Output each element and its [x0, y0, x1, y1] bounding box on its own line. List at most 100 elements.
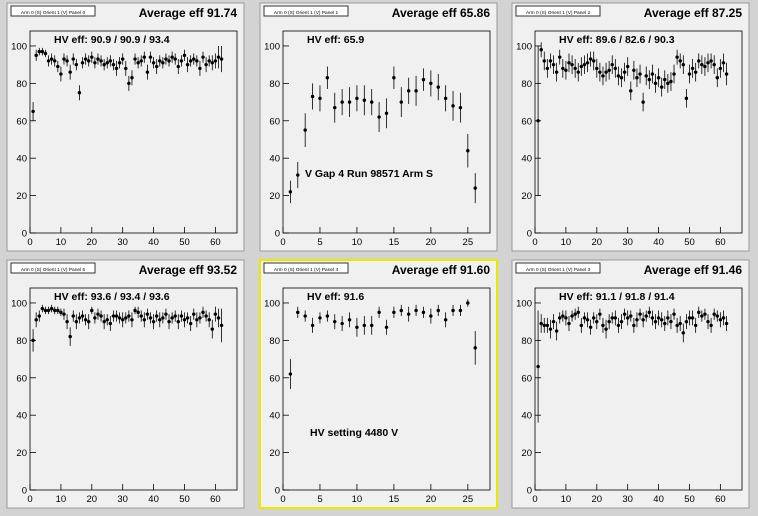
x-tick-label: 10 — [56, 494, 67, 505]
data-point — [370, 100, 374, 104]
data-point — [585, 61, 590, 65]
data-point — [31, 338, 35, 343]
data-point — [80, 61, 85, 65]
data-point — [158, 59, 162, 63]
data-point — [83, 318, 88, 322]
data-point — [466, 149, 470, 153]
data-point — [721, 316, 726, 320]
data-point — [697, 310, 701, 315]
pad-1[interactable]: Arm 0 (S) Orient 1 (V) Panel 1 Average e… — [259, 2, 498, 252]
data-point — [399, 100, 403, 104]
data-point — [204, 62, 208, 67]
data-point — [43, 51, 48, 56]
data-point — [377, 310, 381, 315]
data-point — [164, 312, 168, 316]
y-tick-label: 60 — [269, 373, 280, 384]
data-point — [124, 316, 128, 320]
pad-tag-box — [10, 5, 96, 17]
data-point — [672, 72, 676, 76]
data-point — [721, 61, 726, 65]
data-point — [198, 66, 202, 71]
x-tick-label: 0 — [280, 494, 285, 505]
data-points — [536, 306, 729, 423]
data-point — [693, 70, 698, 74]
data-point — [663, 321, 667, 326]
data-point — [429, 81, 433, 86]
data-point — [310, 94, 315, 99]
y-tick-label: 20 — [269, 191, 280, 202]
data-point — [573, 312, 577, 316]
data-point — [99, 314, 103, 318]
data-point — [703, 64, 707, 69]
data-point — [37, 49, 41, 54]
data-point — [154, 314, 159, 318]
data-point — [96, 312, 100, 316]
x-tick-label: 20 — [426, 494, 437, 505]
data-point — [604, 327, 608, 331]
axis-ticks: 0 5 10 15 20 25 0 20 40 60 80 100 — [264, 41, 473, 248]
y-tick-label: 80 — [521, 79, 532, 90]
data-point — [724, 321, 729, 326]
data-point — [333, 319, 337, 324]
data-point — [151, 61, 156, 65]
data-point — [715, 314, 719, 318]
data-point — [458, 308, 463, 313]
pad-5[interactable]: Arm 0 (S) Orient 1 (V) Panel 3 Average e… — [511, 259, 750, 509]
data-point — [473, 186, 477, 190]
data-point — [638, 72, 642, 76]
data-point — [340, 100, 344, 104]
data-point — [173, 57, 177, 61]
data-point — [355, 325, 359, 329]
x-tick-label: 10 — [352, 494, 363, 505]
data-point — [718, 66, 723, 71]
y-tick-label: 100 — [11, 298, 27, 309]
pad-4[interactable]: Arm 0 (S) Orient 1 (V) Panel 4 Average e… — [259, 259, 498, 509]
pad-background — [6, 259, 245, 509]
data-point — [607, 68, 611, 72]
data-point — [632, 68, 636, 72]
data-point — [133, 57, 137, 61]
data-point — [678, 321, 682, 326]
x-tick-label: 20 — [426, 237, 437, 248]
y-tick-label: 80 — [16, 79, 27, 90]
pad-0[interactable]: Arm 0 (S) Orient 1 (V) Panel 0 Average e… — [6, 2, 245, 252]
data-point — [90, 55, 94, 59]
data-point — [545, 323, 550, 328]
data-point — [669, 79, 673, 84]
pad-2[interactable]: Arm 0 (S) Orient 1 (V) Panel 2 Average e… — [511, 2, 750, 252]
data-point — [625, 64, 630, 69]
data-point — [672, 312, 676, 316]
data-point — [579, 64, 584, 69]
data-point — [74, 62, 79, 67]
data-point — [296, 310, 300, 315]
data-point — [712, 62, 716, 67]
data-point — [548, 59, 553, 63]
x-tick-label: 20 — [592, 494, 603, 505]
y-tick-label: 80 — [16, 336, 27, 347]
data-point — [182, 53, 187, 58]
data-point — [595, 66, 599, 71]
data-point — [207, 318, 211, 322]
data-point — [74, 319, 79, 324]
data-point — [647, 310, 652, 315]
data-point — [167, 59, 171, 63]
axis-ticks: 0 10 20 30 40 50 60 0 20 40 60 80 100 — [516, 41, 726, 248]
data-point — [421, 310, 426, 315]
pad-3[interactable]: Arm 0 (S) Orient 1 (V) Panel 5 Average e… — [6, 259, 245, 509]
data-point — [592, 59, 596, 63]
data-point — [182, 318, 187, 322]
hv-eff-annotation: HV eff: 89.6 / 82.6 / 90.3 — [559, 34, 675, 46]
x-tick-label: 20 — [87, 237, 98, 248]
data-point — [105, 61, 109, 65]
data-point — [653, 81, 658, 86]
y-tick-label: 100 — [11, 41, 27, 52]
data-point — [558, 316, 562, 320]
data-point — [161, 316, 165, 320]
data-point — [318, 96, 322, 101]
data-point — [678, 59, 682, 63]
pad-background — [511, 259, 750, 509]
data-point — [684, 319, 689, 324]
data-point — [567, 61, 571, 65]
data-point — [573, 66, 577, 71]
data-point — [105, 318, 109, 322]
